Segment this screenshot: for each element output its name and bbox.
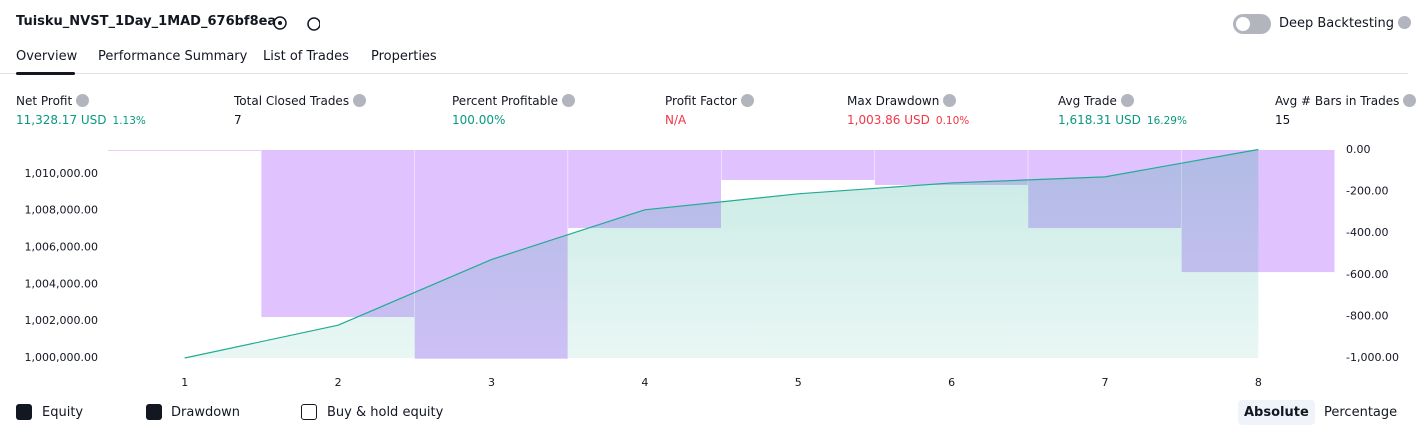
- y-tick-label: 1,002,000.00: [25, 314, 98, 327]
- drawdown-bar: [108, 150, 261, 151]
- settings-icon[interactable]: [273, 16, 287, 30]
- metric-value: 7: [234, 113, 242, 127]
- y2-tick-label: -1,000.00: [1346, 351, 1399, 364]
- metric-label-text: Total Closed Trades: [234, 94, 350, 108]
- metric-label: Max Drawdown: [847, 94, 957, 108]
- drawdown-bar: [721, 150, 875, 180]
- y2-tick-label: 0.00: [1346, 143, 1371, 156]
- info-icon: [76, 94, 90, 107]
- metric-value-text: 100.00%: [452, 113, 506, 127]
- info-icon: [561, 94, 575, 107]
- y2-tick-label: -800.00: [1346, 309, 1388, 322]
- metric-label: Profit Factor: [665, 94, 754, 108]
- x-tick-label: 3: [488, 376, 495, 389]
- metric-label: Avg Trade: [1058, 94, 1134, 108]
- metric-label-text: Percent Profitable: [452, 94, 558, 108]
- y-tick-label: 1,004,000.00: [25, 277, 98, 290]
- y-tick-label: 1,008,000.00: [25, 204, 98, 217]
- tab-underline: [16, 72, 75, 75]
- tab[interactable]: List of Trades: [263, 49, 349, 64]
- metric-value: 1,003.86 USD 0.10%: [847, 113, 969, 127]
- metric-value: 1,618.31 USD 16.29%: [1058, 113, 1187, 127]
- header-icons: [273, 16, 320, 31]
- metric-label-text: Profit Factor: [665, 94, 737, 108]
- tab[interactable]: Performance Summary: [98, 49, 248, 64]
- view-button[interactable]: Percentage: [1324, 405, 1398, 420]
- y2-tick-label: -600.00: [1346, 268, 1388, 281]
- checkbox[interactable]: [301, 404, 317, 420]
- view-button[interactable]: Absolute: [1238, 400, 1315, 425]
- y-tick-label: 1,000,000.00: [25, 351, 98, 364]
- info-icon: [1403, 94, 1417, 107]
- metric-label-text: Net Profit: [16, 94, 73, 108]
- info-icon: [1398, 16, 1412, 29]
- x-tick-label: 5: [795, 376, 802, 389]
- metric-label: Avg # Bars in Trades: [1275, 94, 1417, 108]
- metric-value-text: 15: [1275, 113, 1291, 127]
- metric-percent: 0.10%: [935, 115, 970, 127]
- metric-percent: 1.13%: [112, 115, 146, 127]
- metric-value-text: 1,618.31 USD: [1058, 113, 1141, 127]
- metric-value: 11,328.17 USD 1.13%: [16, 113, 146, 127]
- chart: 1,000,000.00 1,002,000.00 1,004,000.00 1,00…: [25, 143, 1399, 389]
- metric-label: Total Closed Trades: [234, 94, 367, 108]
- info-icon: [943, 94, 957, 107]
- info-icon: [740, 94, 754, 107]
- equity-area: [184, 149, 1259, 358]
- toggle-label: Deep Backtesting: [1279, 16, 1412, 31]
- separator: [0, 73, 1408, 74]
- info-icon: [353, 94, 367, 107]
- x-tick-label: 7: [1101, 376, 1108, 389]
- y-tick-label: 1,006,000.00: [25, 241, 98, 254]
- x-tick-label: 6: [948, 376, 955, 389]
- legend-entry: Drawdown: [171, 405, 241, 420]
- metric-value: 100.00%: [452, 113, 505, 127]
- metric-value-text: 7: [234, 113, 242, 127]
- metric-value: N/A: [665, 113, 686, 127]
- legend-entry: Equity: [42, 405, 84, 420]
- metric-value-text: 11,328.17 USD: [16, 113, 107, 127]
- toggle-text: Deep Backtesting: [1279, 16, 1395, 31]
- y2-tick-label: -400.00: [1346, 226, 1388, 239]
- equity-line: [184, 148, 1259, 359]
- checkbox[interactable]: [16, 404, 32, 420]
- drawdown-bar: [874, 150, 1028, 185]
- metric-value-text: N/A: [665, 113, 687, 127]
- metric-label: Percent Profitable: [452, 94, 575, 108]
- metric-label: Net Profit: [16, 94, 90, 108]
- y-tick-label: 1,010,000.00: [25, 167, 98, 180]
- settings-dot: [278, 21, 282, 25]
- legend-entry: Buy & hold equity: [327, 405, 444, 420]
- strategy-title: Tuisku_NVST_1Day_1MAD_676bf8ea: [16, 14, 277, 29]
- x-tick-label: 4: [641, 376, 648, 389]
- y2-tick-label: -200.00: [1346, 185, 1388, 198]
- info-icon: [1120, 94, 1134, 107]
- x-tick-label: 2: [335, 376, 342, 389]
- metric-label-text: Avg Trade: [1058, 94, 1117, 108]
- tab[interactable]: Properties: [371, 49, 437, 64]
- metric-value: 15: [1275, 113, 1290, 127]
- alert-icon[interactable]: [307, 17, 320, 31]
- metric-percent: 16.29%: [1146, 115, 1187, 127]
- checkbox[interactable]: [146, 404, 162, 420]
- metric-value-text: 1,003.86 USD: [847, 113, 930, 127]
- toggle-knob: [1236, 17, 1250, 31]
- x-tick-label: 8: [1255, 376, 1262, 389]
- drawdown-bar: [261, 150, 415, 318]
- metric-label-text: Avg # Bars in Trades: [1275, 94, 1400, 108]
- tab[interactable]: Overview: [16, 49, 78, 64]
- x-tick-label: 1: [181, 376, 188, 389]
- metric-label-text: Max Drawdown: [847, 94, 940, 108]
